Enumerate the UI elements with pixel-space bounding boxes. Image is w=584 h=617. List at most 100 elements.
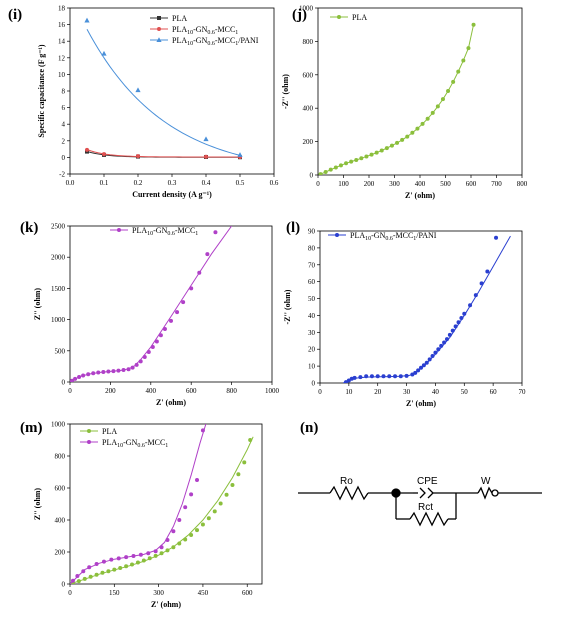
data-point-m-1 [124, 555, 129, 560]
data-point-j-0 [461, 58, 466, 63]
panel-label-k: (k) [20, 220, 38, 236]
panel-label-l: (l) [286, 220, 300, 236]
x-axis-label-j: Z' (ohm) [405, 191, 435, 200]
y-tick-label-i: 12 [58, 54, 66, 62]
data-point-m-0 [212, 509, 217, 514]
data-point-l-0 [430, 353, 435, 358]
data-point-k-0 [213, 230, 218, 235]
data-point-k-0 [91, 371, 96, 376]
data-point-m-0 [195, 528, 200, 533]
data-point-m-1 [131, 554, 136, 558]
data-point-i-1 [204, 154, 208, 159]
data-point-j-0 [389, 143, 394, 148]
data-point-m-1 [189, 492, 194, 497]
x-tick-label-j: 0 [316, 180, 320, 188]
x-tick-label-m: 150 [109, 589, 120, 597]
legend-label-j-0: PLA [352, 13, 367, 22]
data-point-l-0 [436, 347, 441, 352]
panel-label-m: (m) [20, 420, 43, 436]
data-point-l-0 [419, 365, 423, 370]
y-tick-label-i: 0 [62, 154, 66, 162]
data-point-m-0 [171, 545, 176, 550]
data-point-m-0 [248, 438, 253, 442]
data-point-i-2 [203, 136, 209, 142]
data-point-j-0 [338, 163, 343, 168]
resistor-rct [409, 511, 449, 527]
data-point-k-0 [70, 378, 75, 382]
y-tick-label-k: 0 [62, 379, 66, 387]
circuit-label-ro: Ro [340, 476, 353, 487]
plot-frame-l [319, 230, 523, 384]
data-point-j-0 [333, 165, 338, 170]
x-tick-label-j: 300 [389, 180, 400, 188]
data-point-k-0 [81, 373, 86, 378]
y-tick-label-k: 2500 [51, 223, 66, 231]
data-point-m-0 [224, 492, 229, 497]
data-point-j-0 [354, 157, 359, 162]
data-point-k-0 [126, 367, 131, 372]
data-point-l-0 [398, 374, 403, 379]
data-point-m-0 [218, 501, 223, 506]
x-tick-label-l: 10 [345, 388, 353, 396]
y-tick-label-m: 400 [55, 517, 66, 525]
data-point-l-0 [462, 311, 467, 316]
data-point-j-0 [405, 134, 410, 139]
data-point-m-0 [230, 482, 235, 487]
data-point-l-0 [479, 281, 484, 286]
legend-label-i-2: PLA10-GN0.6-MCC1/PANI [172, 36, 259, 47]
y-tick-label-l: 50 [308, 295, 316, 303]
y-tick-label-i: -2 [59, 171, 65, 179]
legend-marker-m-1 [87, 440, 91, 444]
x-tick-label-m: 600 [242, 589, 253, 597]
y-tick-label-l: 30 [308, 329, 316, 337]
y-tick-label-j: 800 [303, 38, 314, 46]
data-point-l-0 [424, 360, 429, 365]
data-point-m-1 [94, 562, 99, 566]
legend-marker-i-1 [157, 27, 161, 31]
x-tick-label-k: 200 [105, 387, 116, 395]
data-point-j-0 [364, 154, 369, 159]
charts-layer: 0.0 0.1 0.2 0.3 0.4 0.5 0.6 -2 0 2 4 6 8 10 12 14 16 18 Cu… [33, 5, 528, 610]
y-tick-label-j: 0 [310, 172, 314, 180]
legend-marker-l-0 [335, 233, 339, 237]
equivalent-circuit [298, 485, 542, 527]
data-point-l-0 [450, 328, 455, 333]
data-point-l-0 [346, 378, 351, 383]
y-tick-label-k: 500 [55, 347, 66, 355]
data-point-i-2 [84, 17, 90, 23]
data-point-k-0 [121, 368, 126, 373]
data-point-k-0 [189, 286, 194, 291]
data-point-l-0 [485, 269, 490, 274]
data-point-j-0 [344, 161, 349, 166]
circuit-label-rct: Rct [418, 502, 433, 513]
panel-label-j: (j) [292, 7, 307, 23]
x-tick-label-l: 20 [374, 388, 382, 396]
data-point-m-0 [118, 566, 123, 570]
data-point-m-0 [106, 569, 111, 574]
cpe-element-left [419, 487, 426, 499]
legend-marker-j-0 [337, 15, 341, 19]
data-point-j-0 [395, 140, 400, 145]
warburg-element [477, 486, 493, 500]
data-point-l-0 [369, 374, 374, 379]
fit-line-m-0 [70, 436, 254, 584]
data-point-k-0 [181, 300, 186, 305]
data-point-l-0 [381, 374, 386, 379]
y-tick-label-i: 16 [58, 21, 66, 29]
data-point-k-0 [175, 310, 180, 315]
data-point-l-0 [364, 374, 369, 379]
x-tick-label-j: 700 [491, 180, 502, 188]
x-tick-label-i: 0.6 [270, 179, 279, 187]
series-line-j-0 [320, 24, 475, 175]
data-point-m-1 [138, 552, 143, 557]
resistor-ro [329, 485, 369, 501]
data-point-j-0 [415, 126, 420, 131]
data-point-m-0 [112, 567, 117, 572]
y-tick-label-j: 1000 [299, 5, 314, 13]
panel-label-i: (i) [8, 7, 22, 23]
y-axis-label-m: Z'' (ohm) [33, 488, 42, 521]
chart-l: 0 10 20 30 40 50 60 70 0 10 20 30 40 50 60 70 80 90 Z' (oh… [283, 228, 526, 409]
data-point-j-0 [323, 169, 328, 174]
y-tick-label-m: 200 [55, 549, 66, 557]
